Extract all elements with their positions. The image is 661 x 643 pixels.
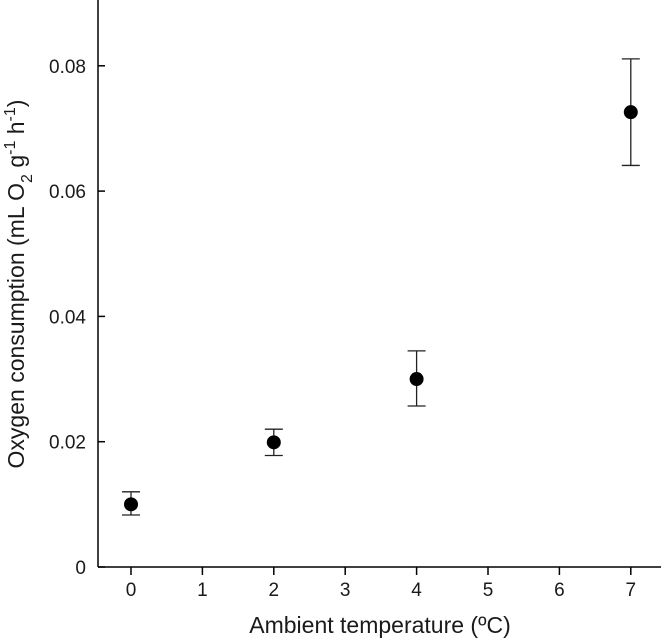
y-axis-title-part-1: Oxygen consumption (mL O [3,183,29,469]
y-tick-label: 0.06 [49,182,86,203]
y-tick-label: 0 [75,558,86,579]
y-axis-title-superscript-1: -1 [2,141,19,155]
y-axis-title-subscript-2: 2 [19,174,36,183]
x-tick-label: 0 [126,580,137,601]
x-tick-label: 1 [197,580,208,601]
y-tick-label: 0.04 [49,307,86,328]
y-axis-title-superscript-2: -1 [2,107,19,121]
y-axis-title-part-2: g [3,155,29,174]
y-axis-title-part-4: ) [3,100,29,108]
x-tick-label: 2 [269,580,280,601]
x-tick-label: 4 [411,580,422,601]
y-axis-title-part-3: h [3,121,29,140]
x-tick-label: 3 [340,580,351,601]
data-point [266,435,281,450]
x-tick-label: 7 [626,580,637,601]
x-tick-label: 6 [554,580,565,601]
data-series [122,58,640,516]
y-axis-title: Oxygen consumption (mL O2 g-1 h-1) [2,100,36,469]
data-point [623,105,638,120]
x-tick-label: 5 [483,580,494,601]
axes [97,0,661,568]
data-point [124,497,138,512]
y-tick-label: 0.02 [49,433,86,454]
x-axis-title: Ambient temperature (ºC) [249,612,511,638]
x-ticks: 0 1 2 3 4 5 6 7 [126,567,636,601]
y-tick-label: 0.08 [49,57,86,78]
y-ticks: 0 0.02 0.04 0.06 0.08 [49,57,105,579]
data-point [409,372,424,387]
